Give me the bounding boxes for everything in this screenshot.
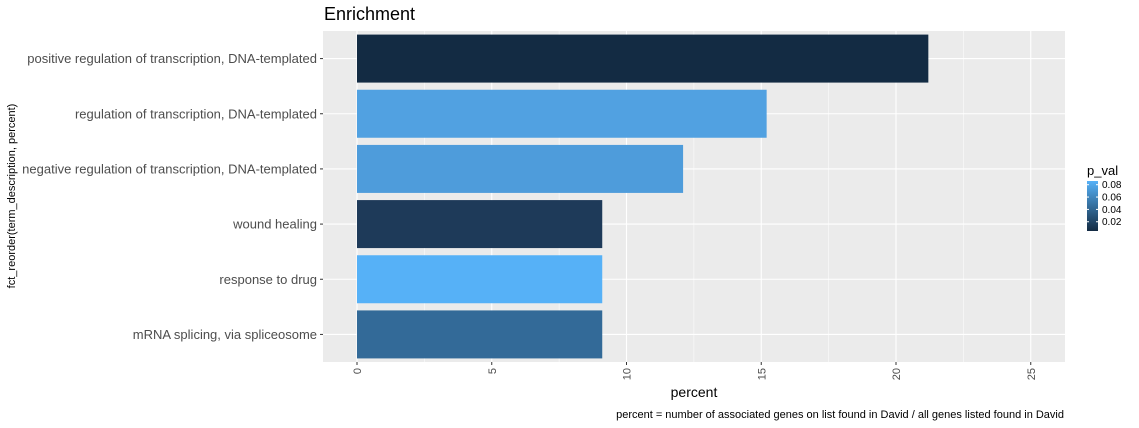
x-tick-label: 5 bbox=[487, 368, 499, 374]
bar bbox=[357, 200, 603, 249]
y-tick-label: wound healing bbox=[232, 217, 317, 232]
legend-label: 0.04 bbox=[1102, 205, 1122, 216]
bar bbox=[357, 34, 929, 83]
legend-ticks: 0.08 0.060.040.02 bbox=[1087, 180, 1122, 228]
y-axis-title: fct_reorder(term_description, percent) bbox=[6, 104, 18, 289]
x-axis-title: percent bbox=[671, 384, 718, 400]
x-tick-label: 15 bbox=[756, 368, 768, 380]
x-tick-label: 0 bbox=[352, 368, 364, 374]
bar bbox=[357, 255, 603, 304]
legend: p_val 0.08 0.060.040.02 bbox=[1087, 163, 1122, 231]
legend-label: 0.08 bbox=[1102, 180, 1122, 191]
legend-title: p_val bbox=[1087, 163, 1118, 178]
bar bbox=[357, 89, 767, 138]
legend-colorbar bbox=[1087, 181, 1098, 231]
x-axis-ticks: 0 5 10 15 20 25 bbox=[352, 362, 1038, 380]
y-tick-label: positive regulation of transcription, DN… bbox=[27, 51, 317, 66]
bar bbox=[357, 310, 603, 359]
bar bbox=[357, 144, 684, 193]
legend-label: 0.06 bbox=[1102, 193, 1122, 204]
bars bbox=[357, 34, 929, 359]
y-axis-ticks: positive regulation of transcription, DN… bbox=[22, 51, 323, 342]
x-tick-label: 10 bbox=[622, 368, 634, 380]
chart-caption: percent = number of associated genes on … bbox=[616, 409, 1064, 421]
x-tick-label: 20 bbox=[891, 368, 903, 380]
y-tick-label: response to drug bbox=[219, 272, 317, 287]
y-tick-label: regulation of transcription, DNA-templat… bbox=[75, 106, 317, 121]
y-tick-label: negative regulation of transcription, DN… bbox=[22, 161, 317, 176]
legend-label: 0.02 bbox=[1102, 217, 1122, 228]
y-tick-label: mRNA splicing, via spliceosome bbox=[133, 327, 317, 342]
chart-title: Enrichment bbox=[324, 4, 415, 24]
x-tick-label: 25 bbox=[1026, 368, 1038, 380]
